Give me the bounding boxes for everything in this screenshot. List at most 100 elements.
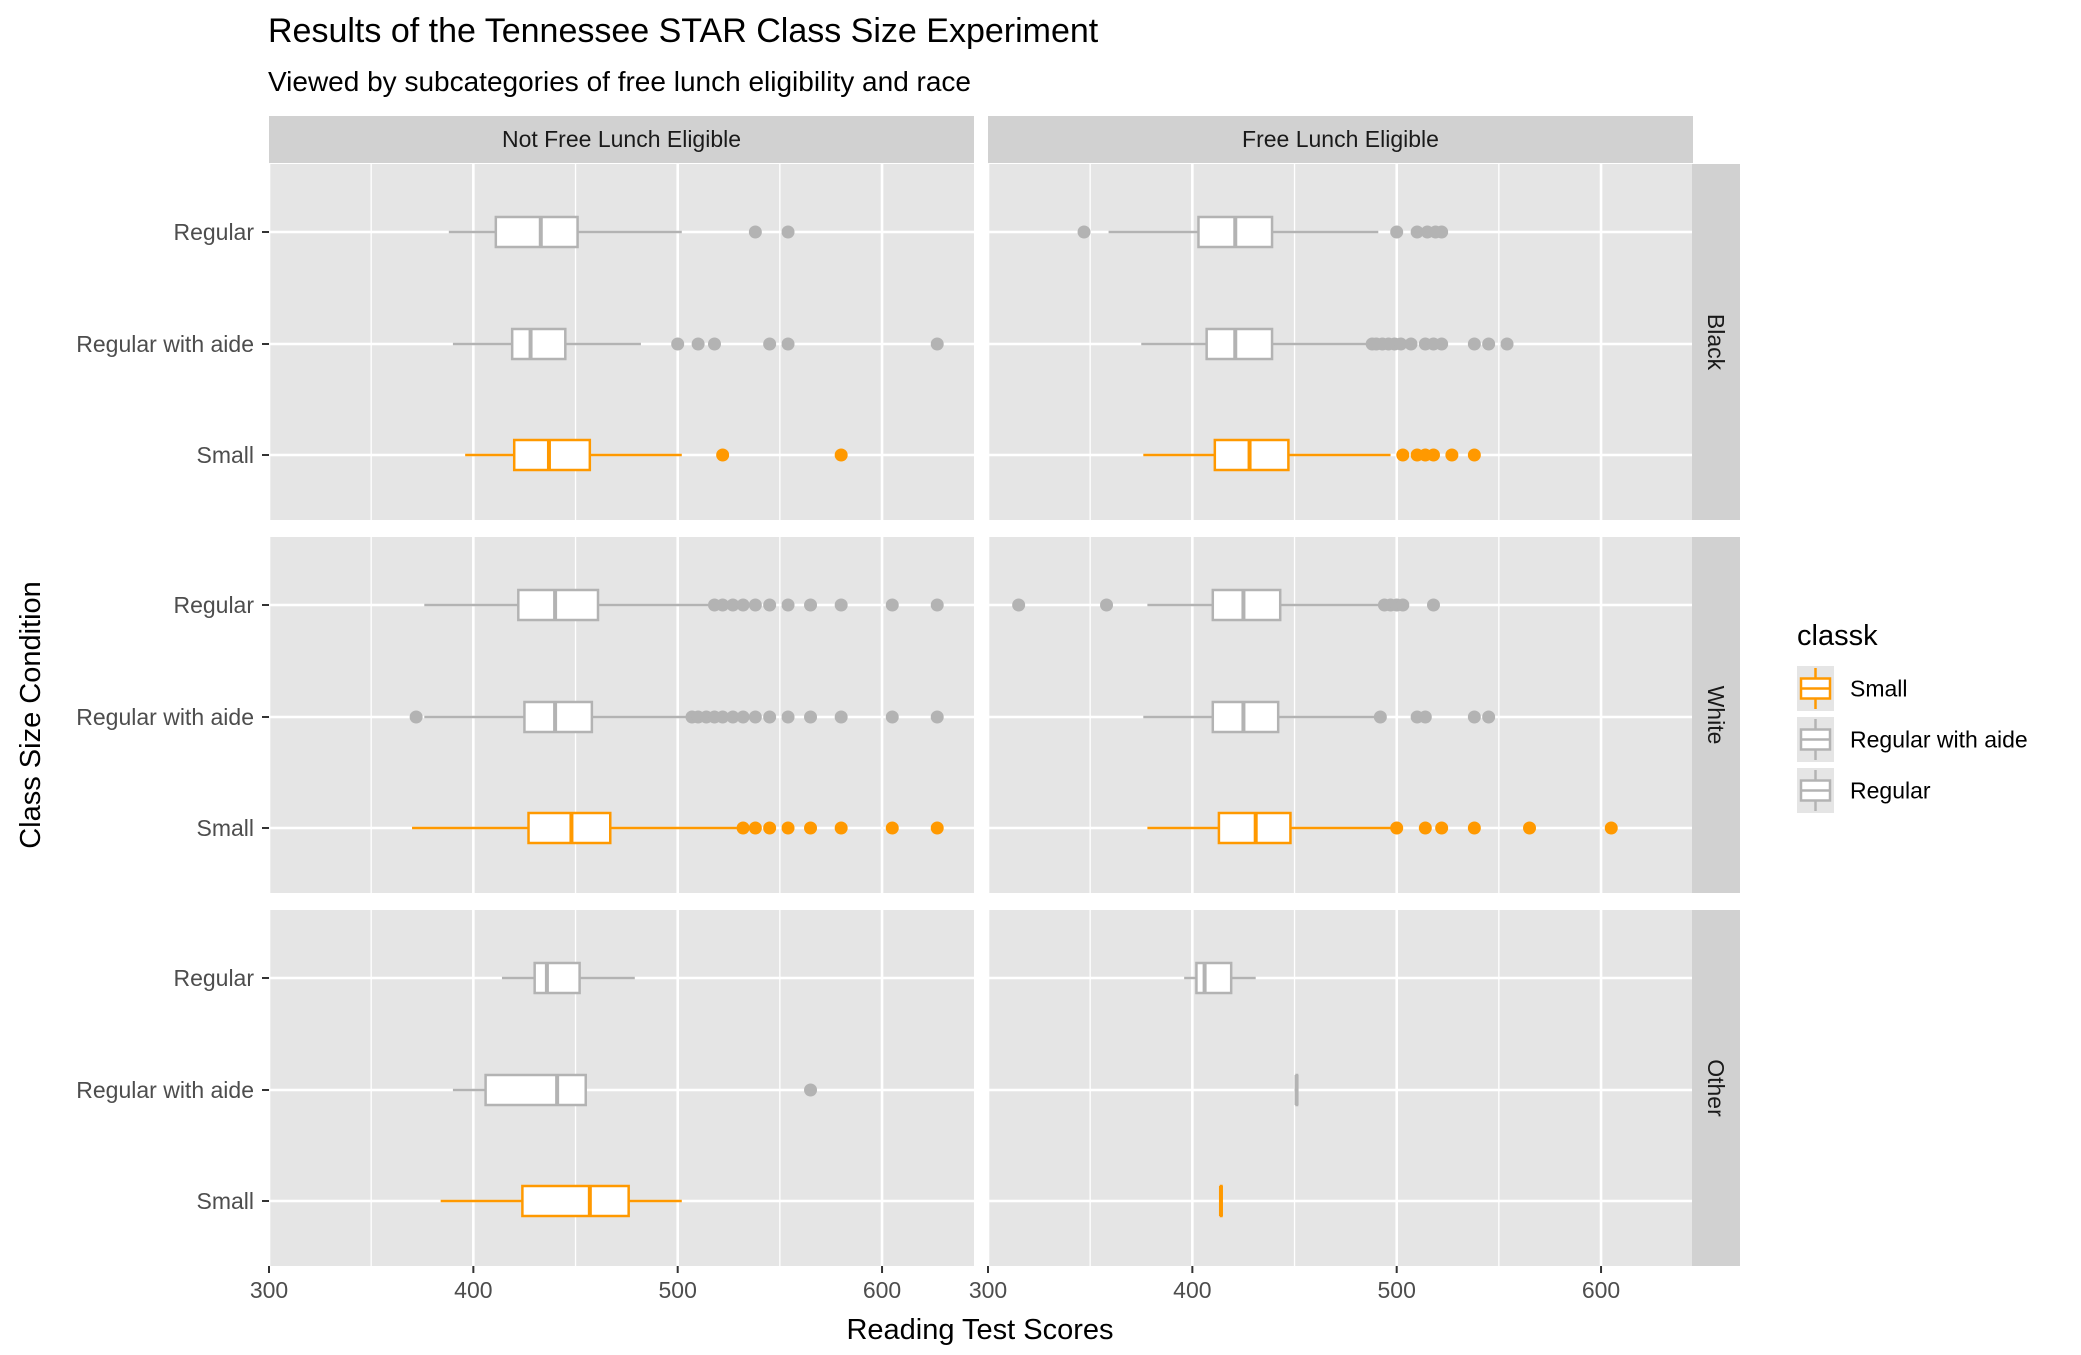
y-axis-title: Class Size Condition (15, 581, 47, 849)
box-small (1147, 811, 1618, 845)
outlier-point (1435, 337, 1449, 351)
outlier-point (691, 337, 705, 351)
box-iqr (533, 961, 581, 995)
outlier-point (1012, 598, 1026, 612)
outlier-point (1426, 598, 1440, 612)
outlier-point (1404, 337, 1418, 351)
facet-panels (267, 164, 1693, 1266)
panel-background (988, 537, 1693, 893)
box-small (412, 811, 944, 845)
outlier-point (1467, 448, 1481, 462)
outlier-point (1482, 337, 1496, 351)
outlier-point (885, 821, 899, 835)
outlier-point (834, 598, 848, 612)
box-iqr (1205, 327, 1274, 361)
outlier-point (409, 710, 423, 724)
outlier-point (804, 821, 818, 835)
facet-panel-free-lunch-eligible-black (986, 164, 1693, 520)
outlier-point (804, 710, 818, 724)
panel-background (988, 910, 1693, 1266)
outlier-point (1467, 710, 1481, 724)
row-strip (1692, 164, 1740, 520)
y-tick-label: Small (196, 815, 254, 841)
outlier-point (1418, 710, 1432, 724)
box-iqr (527, 811, 612, 845)
facet-panel-free-lunch-eligible-white (986, 537, 1693, 893)
column-strip-label: Not Free Lunch Eligible (502, 126, 741, 152)
outlier-point (1390, 821, 1404, 835)
boxes-free-lunch-eligible-white (1012, 588, 1618, 845)
box-iqr (523, 700, 594, 734)
box-small (1143, 438, 1481, 472)
outlier-point (1077, 225, 1091, 239)
legend-title: classk (1797, 620, 1878, 652)
outlier-point (1426, 448, 1440, 462)
y-tick-label: Regular (173, 219, 254, 245)
outlier-point (834, 448, 848, 462)
x-tick-label: 400 (454, 1277, 492, 1303)
boxes-free-lunch-eligible-black (1077, 215, 1514, 472)
outlier-point (748, 598, 762, 612)
outlier-point (763, 710, 777, 724)
box-regular-with-aide (452, 1073, 818, 1107)
outlier-point (804, 598, 818, 612)
outlier-point (1373, 710, 1387, 724)
panel-background (269, 164, 974, 520)
column-strip (988, 116, 1693, 163)
box-iqr (484, 1073, 587, 1107)
outlier-point (716, 448, 730, 462)
box-iqr (510, 327, 567, 361)
outlier-point (726, 710, 740, 724)
column-strip-label: Free Lunch Eligible (1242, 126, 1439, 152)
outlier-point (748, 710, 762, 724)
y-tick-label: Regular (173, 592, 254, 618)
outlier-point (716, 710, 730, 724)
outlier-point (763, 598, 777, 612)
box-regular-with-aide (1143, 700, 1496, 734)
x-axis-title: Reading Test Scores (846, 1314, 1113, 1346)
outlier-point (1100, 598, 1114, 612)
outlier-point (671, 337, 685, 351)
outlier-point (804, 1083, 818, 1097)
outlier-point (1482, 710, 1496, 724)
box-regular (448, 215, 795, 249)
chart-subtitle: Viewed by subcategories of free lunch el… (268, 66, 971, 97)
box-regular-with-aide (1141, 327, 1514, 361)
outlier-point (1394, 337, 1408, 351)
y-tick-label: Regular with aide (76, 331, 254, 357)
box-iqr (494, 215, 579, 249)
outlier-point (930, 821, 944, 835)
chart-title: Results of the Tennessee STAR Class Size… (268, 12, 1099, 50)
x-tick-label: 600 (863, 1277, 901, 1303)
y-tick-label: Regular with aide (76, 1077, 254, 1103)
x-tick-label: 500 (1378, 1277, 1416, 1303)
legend-item-regular-with-aide: Regular with aide (1797, 717, 2028, 762)
panel-background (269, 537, 974, 893)
outlier-point (1467, 821, 1481, 835)
outlier-point (781, 225, 795, 239)
boxes-not-free-lunch-eligible-white (409, 588, 944, 845)
x-tick-label: 400 (1173, 1277, 1211, 1303)
axes: Regular Regular with aide Small Regular Regu… (76, 219, 1620, 1303)
box-iqr (517, 588, 600, 622)
y-tick-label: Small (196, 442, 254, 468)
outlier-point (834, 821, 848, 835)
box-iqr (1211, 588, 1282, 622)
box-regular (1077, 215, 1449, 249)
x-tick-label: 600 (1582, 1277, 1620, 1303)
box-regular (1012, 588, 1440, 622)
outlier-point (1467, 337, 1481, 351)
row-strip (1692, 537, 1740, 893)
x-tick-label: 300 (250, 1277, 288, 1303)
outlier-point (748, 225, 762, 239)
row-strip-label: White (1703, 686, 1729, 745)
panel-background (988, 164, 1693, 520)
facet-panel-not-free-lunch-eligible-white (267, 537, 974, 893)
box-regular-with-aide (1294, 1073, 1299, 1107)
x-tick-label: 500 (659, 1277, 697, 1303)
outlier-point (781, 598, 795, 612)
row-strip-label: Black (1703, 314, 1729, 371)
outlier-point (781, 710, 795, 724)
box-iqr (1211, 700, 1280, 734)
